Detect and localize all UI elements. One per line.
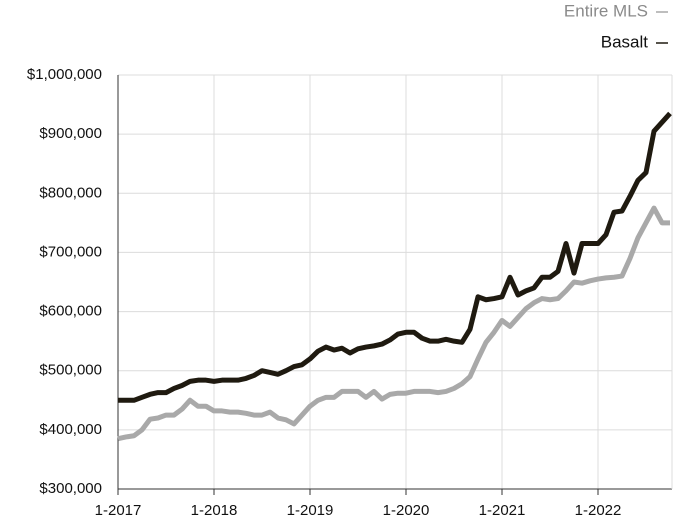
y-tick-label: $400,000 — [39, 421, 102, 438]
line-series — [118, 111, 672, 403]
y-tick-label: $800,000 — [39, 184, 102, 201]
legend-label: Basalt — [601, 32, 649, 51]
y-tick-label: $600,000 — [39, 303, 102, 320]
y-tick-label: $700,000 — [39, 243, 102, 260]
x-tick-label: 1-2020 — [383, 502, 430, 519]
y-tick-label: $500,000 — [39, 362, 102, 379]
x-tick-label: 1-2021 — [479, 502, 526, 519]
x-tick-label: 1-2019 — [287, 502, 334, 519]
y-tick-label: $1,000,000 — [27, 66, 102, 83]
line-series — [117, 205, 670, 442]
x-tick-label: 1-2017 — [95, 502, 142, 519]
legend-label: Entire MLS — [564, 1, 648, 20]
x-tick-label: 1-2022 — [575, 502, 622, 519]
x-tick-label: 1-2018 — [191, 502, 238, 519]
y-tick-label: $300,000 — [39, 480, 102, 497]
y-tick-label: $900,000 — [39, 125, 102, 142]
